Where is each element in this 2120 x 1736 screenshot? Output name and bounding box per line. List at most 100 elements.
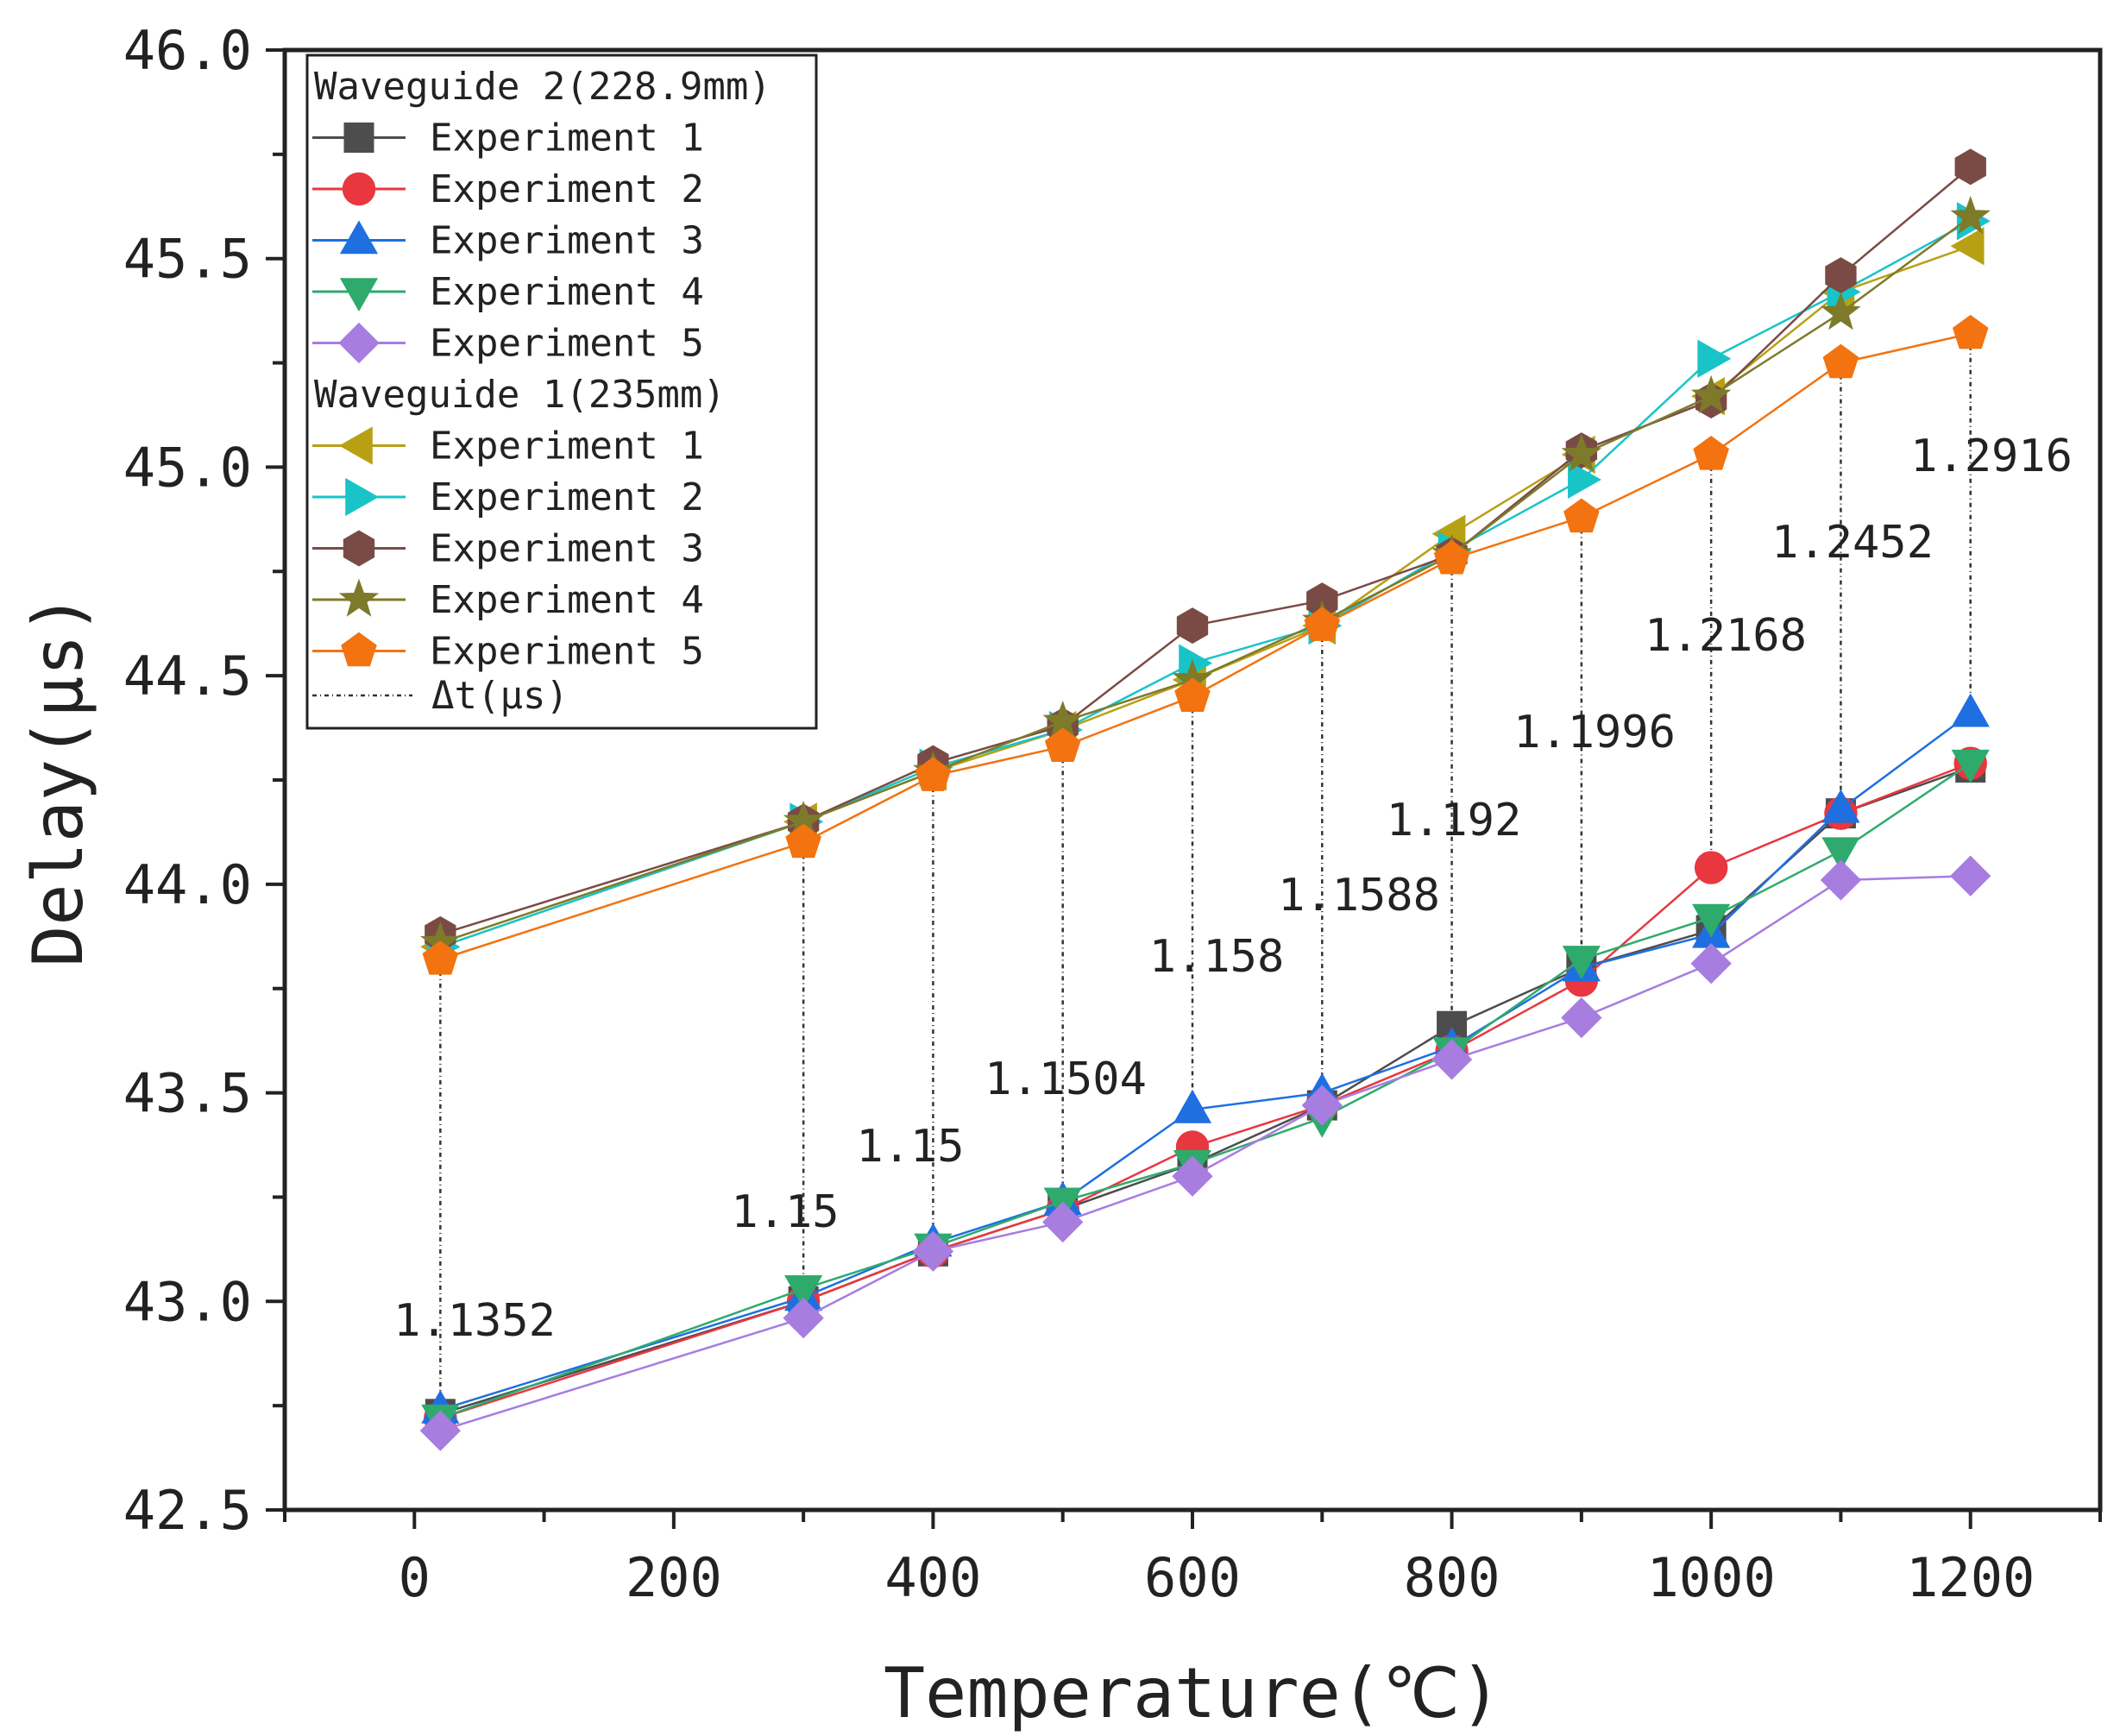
data-point: [1042, 1201, 1084, 1243]
series-line: [439, 712, 1972, 1412]
y-tick-label: 44.0: [123, 853, 252, 916]
delta-annotation: 1.15: [856, 1121, 964, 1173]
data-point: [1433, 539, 1470, 575]
legend-marker: [342, 172, 376, 206]
legend-marker: [341, 632, 377, 667]
legend-label: Experiment 4: [430, 578, 704, 622]
y-tick-label: 45.5: [123, 228, 252, 291]
data-point: [1692, 903, 1731, 938]
data-point: [1301, 1085, 1343, 1126]
data-point: [1822, 343, 1859, 379]
y-axis-title: Delay(μs): [18, 593, 98, 966]
y-tick-label: 44.5: [123, 645, 252, 708]
data-point: [1431, 1039, 1473, 1080]
data-point: [1821, 789, 1860, 823]
series-waveguide2-exp1: [425, 752, 1986, 1430]
series-waveguide2-exp5: [419, 855, 1991, 1451]
y-tick-label: 43.0: [123, 1270, 252, 1333]
data-point: [785, 823, 821, 859]
legend-marker: [339, 278, 379, 312]
series-line: [439, 762, 1972, 1419]
data-point: [422, 940, 459, 975]
legend-item: Experiment 3: [312, 527, 704, 571]
x-axis-title: Temperature(℃): [884, 1653, 1501, 1733]
axes-ticks: [266, 48, 2102, 1529]
data-point: [1950, 855, 1991, 896]
data-point: [784, 1274, 823, 1309]
data-point: [915, 757, 952, 791]
x-tick-label: 800: [1404, 1546, 1500, 1609]
legend-item: Experiment 5: [312, 322, 704, 366]
delta-lines: [439, 333, 1972, 1410]
x-tick-label: 400: [884, 1546, 981, 1609]
series-line: [439, 766, 1972, 1416]
legend-item: Experiment 4: [312, 270, 704, 314]
delta-annotation: 1.15: [731, 1186, 839, 1238]
legend-marker: [343, 530, 375, 567]
legend-marker: [338, 578, 380, 617]
data-point: [1173, 1089, 1212, 1123]
legend-label: Experiment 4: [430, 270, 704, 314]
legend-label: Experiment 1: [430, 425, 704, 469]
y-tick-label: 42.5: [123, 1479, 252, 1542]
legend-marker: [343, 123, 374, 153]
data-point: [1951, 693, 1990, 727]
legend: Waveguide 2(228.9mm) Experiment 1 Experime…: [305, 53, 818, 730]
legend-item: Experiment 2: [312, 475, 704, 519]
data-point: [1176, 607, 1209, 645]
series-waveguide2-exp2: [424, 746, 1987, 1435]
legend-item: Experiment 5: [312, 630, 704, 674]
data-point: [1693, 436, 1729, 470]
legend-label: Experiment 1: [430, 116, 704, 160]
data-point: [1950, 227, 1985, 266]
legend-marker: [338, 322, 380, 364]
data-point: [1044, 727, 1081, 763]
series-waveguide1-exp5: [422, 314, 1989, 975]
series-waveguide2-exp3: [421, 693, 1990, 1424]
legend-label: Experiment 5: [430, 322, 704, 366]
delta-annotation: 1.2452: [1771, 517, 1934, 569]
legend-group-title: Waveguide 1(235mm): [314, 373, 726, 417]
legend-marker: [345, 477, 380, 517]
delta-annotations: 1.1352 1.15 1.15 1.1504 1.158 1.1588 1.192 1.19…: [393, 431, 2073, 1347]
delta-annotation: 1.1588: [1278, 870, 1440, 921]
data-point: [1952, 314, 1989, 349]
data-point: [1562, 946, 1601, 979]
data-point: [1951, 749, 1990, 783]
legend-item: Experiment 4: [312, 578, 704, 622]
data-point: [1820, 859, 1862, 901]
legend-label: Δt(μs): [431, 674, 569, 718]
series-layer: [419, 148, 1991, 1451]
legend-label: Experiment 3: [430, 527, 704, 571]
data-point: [419, 1410, 461, 1451]
data-point: [1690, 374, 1732, 414]
x-tick-label: 1000: [1646, 1546, 1775, 1609]
data-point: [1304, 607, 1341, 641]
data-point: [1561, 997, 1602, 1039]
data-point: [1690, 943, 1732, 984]
legend-marker: [338, 426, 373, 465]
data-point: [1174, 677, 1211, 713]
delta-annotation: 1.2916: [1910, 431, 2073, 482]
x-tick-label: 0: [399, 1546, 431, 1609]
legend-item: Experiment 1: [312, 425, 704, 469]
delta-annotation: 1.1352: [393, 1295, 556, 1347]
delta-annotation: 1.158: [1149, 931, 1285, 983]
data-point: [1568, 460, 1601, 500]
y-tick-label: 46.0: [123, 19, 252, 82]
legend-item: Experiment 3: [312, 219, 704, 263]
y-tick-label: 45.0: [123, 436, 252, 499]
legend-group-title: Waveguide 2(228.9mm): [314, 65, 771, 109]
data-point: [1694, 851, 1728, 884]
legend-label: Experiment 5: [430, 630, 704, 674]
x-tick-label: 1200: [1906, 1546, 2035, 1609]
data-point: [1563, 498, 1600, 533]
delta-annotation: 1.1996: [1513, 707, 1676, 758]
legend-label: Experiment 2: [430, 475, 704, 519]
x-tick-label: 600: [1144, 1546, 1241, 1609]
data-point: [912, 1230, 954, 1272]
delta-annotation: 1.1504: [985, 1054, 1147, 1105]
series-waveguide2-exp4: [421, 749, 1990, 1438]
data-point: [1821, 292, 1861, 330]
